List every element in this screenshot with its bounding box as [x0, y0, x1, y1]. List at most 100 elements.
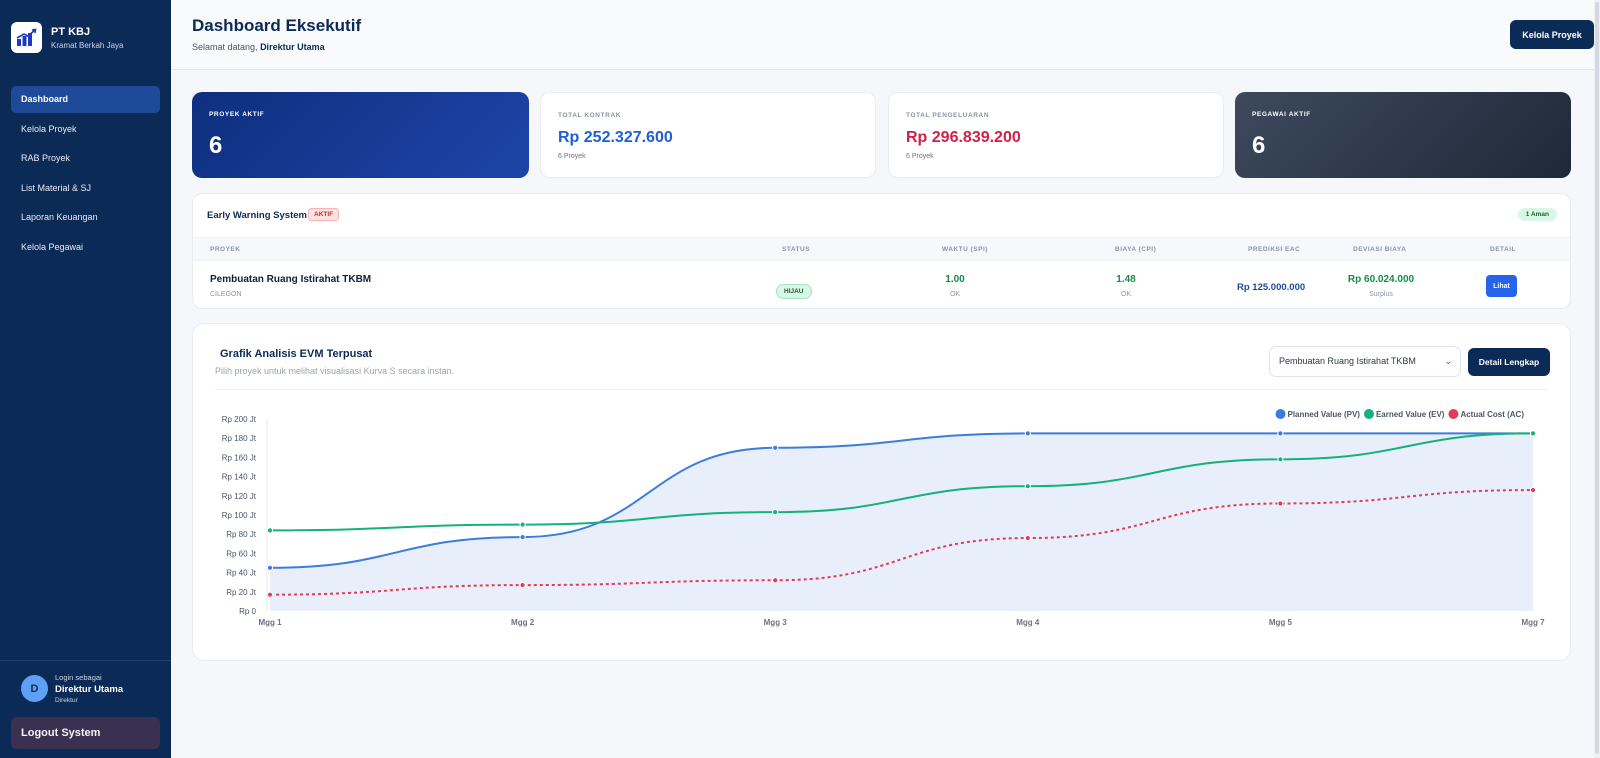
y-tick-label: Rp 0 [239, 607, 256, 616]
data-point [772, 444, 779, 451]
y-tick-label: Rp 60 Jt [226, 549, 257, 558]
avatar: D [21, 675, 48, 702]
stat-label: PROYEK AKTIF [209, 111, 265, 118]
stat-sub: 6 Proyek [558, 153, 586, 160]
early-warning-panel: Early Warning System AKTIF 1 Aman PROYEK… [192, 193, 1571, 309]
col-eac: PREDIKSI EAC [1248, 246, 1301, 253]
user-name: Direktur Utama [55, 684, 124, 695]
data-point [1024, 430, 1031, 437]
legend-label: Planned Value (PV) [1288, 410, 1361, 419]
sidebar-item-rab-proyek[interactable]: RAB Proyek [21, 153, 71, 163]
stat-value: 6 [209, 132, 223, 159]
data-point [1024, 534, 1031, 542]
x-tick-label: Mgg 5 [1269, 618, 1293, 627]
data-point [1277, 456, 1284, 463]
y-tick-label: Rp 180 Jt [222, 434, 257, 443]
data-point [266, 591, 274, 598]
data-point [1277, 430, 1284, 437]
status-cell: HIJAU [776, 280, 812, 299]
sidebar-nav: Dashboard Kelola Proyek RAB Proyek List … [11, 86, 160, 263]
eac-value: Rp 125.000.000 [1237, 282, 1306, 293]
y-tick-label: Rp 20 Jt [226, 588, 257, 597]
deviasi-note: Surplus [1369, 291, 1393, 298]
legend-marker [1275, 409, 1286, 419]
legend-label: Earned Value (EV) [1376, 410, 1445, 419]
spi-cell: 1.00 OK [935, 274, 975, 298]
spi-note: OK [949, 291, 961, 298]
project-name: Pembuatan Ruang Istirahat TKBM [210, 274, 372, 285]
evm-line-chart: Rp 0 Rp 20 Jt Rp 40 Jt Rp 60 Jt Rp 80 Jt Rp 1… [222, 409, 1545, 627]
stat-label: PEGAWAI AKTIF [1252, 111, 1311, 118]
welcome-name: Direktur Utama [260, 42, 325, 52]
data-point [1529, 486, 1537, 494]
y-tick-label: Rp 140 Jt [222, 473, 257, 482]
stat-card-proyek-aktif: PROYEK AKTIF 6 [192, 92, 529, 178]
brand[interactable]: PT KBJ Kramat Berkah Jaya [11, 22, 123, 53]
stat-sub: 6 Proyek [906, 153, 934, 160]
logout-button[interactable]: Logout System [11, 717, 160, 749]
col-status: STATUS [782, 246, 811, 253]
spi-value: 1.00 [945, 274, 965, 285]
series-area-0 [270, 433, 1533, 611]
x-tick-label: Mgg 1 [258, 618, 282, 627]
deviasi-value: Rp 60.024.000 [1347, 274, 1415, 285]
sidebar-item-list-material[interactable]: List Material & SJ [21, 182, 92, 193]
data-point [519, 581, 526, 589]
chevron-down-icon: ⌄ [1444, 356, 1452, 366]
stat-label: TOTAL KONTRAK [558, 112, 622, 119]
stat-value: Rp 296.839.200 [906, 129, 1021, 146]
data-point [519, 533, 526, 541]
col-waktu: WAKTU (SPI) [942, 246, 988, 253]
data-point [519, 521, 526, 528]
brand-name: PT KBJ [51, 25, 91, 38]
stat-card-pegawai-aktif: PEGAWAI AKTIF 6 [1235, 92, 1571, 178]
project-cell: Pembuatan Ruang Istirahat TKBM CILEGON [210, 274, 371, 298]
data-point [1529, 430, 1537, 437]
welcome-prefix: Selamat datang, [192, 42, 258, 52]
cpi-note: OK [1120, 291, 1132, 298]
data-point [772, 577, 779, 584]
series-line-2 [269, 489, 1534, 596]
stat-value: Rp 252.327.600 [558, 129, 673, 146]
col-deviasi: DEVIASI BIAYA [1353, 246, 1407, 253]
col-detail: DETAIL [1490, 246, 1516, 253]
ews-table-header: PROYEK STATUS WAKTU (SPI) BIAYA (CPI) PR… [193, 237, 1570, 261]
data-point [772, 509, 779, 516]
data-point [1277, 500, 1284, 507]
y-tick-label: Rp 120 Jt [222, 492, 257, 501]
stat-card-total-kontrak: TOTAL KONTRAK Rp 252.327.600 6 Proyek [540, 92, 876, 178]
sidebar-item-kelola-proyek[interactable]: Kelola Proyek [21, 123, 77, 134]
y-tick-label: Rp 160 Jt [222, 453, 257, 462]
status-badge: HIJAU [776, 284, 812, 299]
y-tick-label: Rp 100 Jt [222, 511, 257, 520]
series-line-1 [269, 432, 1534, 532]
scrollbar-thumb[interactable] [1595, 2, 1599, 754]
brand-logo [11, 22, 42, 53]
ews-summary-badge: 1 Aman [1517, 208, 1557, 221]
project-select[interactable]: Pembuatan Ruang Istirahat TKBM ⌄ [1269, 346, 1461, 377]
legend-label: Actual Cost (AC) [1460, 410, 1524, 419]
sidebar-divider [0, 660, 171, 661]
col-proyek: PROYEK [210, 246, 241, 253]
lihat-button[interactable]: Lihat [1486, 275, 1517, 297]
sidebar-item-laporan-keuangan[interactable]: Laporan Keuangan [21, 212, 98, 222]
welcome-text: Selamat datang, Direktur Utama [192, 42, 325, 52]
legend-marker [1363, 409, 1374, 419]
stat-card-total-pengeluaran: TOTAL PENGELUARAN Rp 296.839.200 6 Proye… [888, 92, 1224, 178]
x-tick-label: Mgg 2 [511, 618, 535, 627]
data-point [1024, 483, 1031, 490]
sidebar-item-dashboard[interactable]: Dashboard [11, 86, 160, 113]
stat-value: 6 [1252, 132, 1266, 159]
cpi-value: 1.48 [1116, 274, 1136, 285]
user-caption: Login sebagai [55, 673, 102, 682]
detail-lengkap-button[interactable]: Detail Lengkap [1468, 348, 1550, 376]
project-select-value: Pembuatan Ruang Istirahat TKBM [1279, 356, 1416, 366]
kelola-proyek-button[interactable]: Kelola Proyek [1510, 20, 1594, 49]
sidebar-item-kelola-pegawai[interactable]: Kelola Pegawai [21, 241, 84, 252]
y-tick-label: Rp 40 Jt [226, 569, 257, 578]
brand-subtitle: Kramat Berkah Jaya [51, 40, 124, 50]
x-tick-label: Mgg 7 [1521, 618, 1545, 627]
scrollbar[interactable] [1594, 0, 1600, 758]
evm-chart-panel: Grafik Analisis EVM Terpusat Pilih proye… [192, 323, 1571, 661]
page-header: Dashboard Eksekutif Selamat datang, Dire… [171, 0, 1594, 70]
